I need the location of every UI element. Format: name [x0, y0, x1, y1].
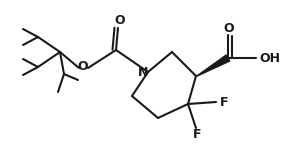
Polygon shape	[196, 55, 230, 76]
Text: O: O	[78, 60, 88, 74]
Text: N: N	[138, 66, 148, 78]
Text: F: F	[220, 95, 228, 109]
Text: O: O	[224, 21, 234, 35]
Text: OH: OH	[260, 52, 280, 64]
Text: F: F	[193, 128, 201, 142]
Text: O: O	[115, 14, 125, 28]
